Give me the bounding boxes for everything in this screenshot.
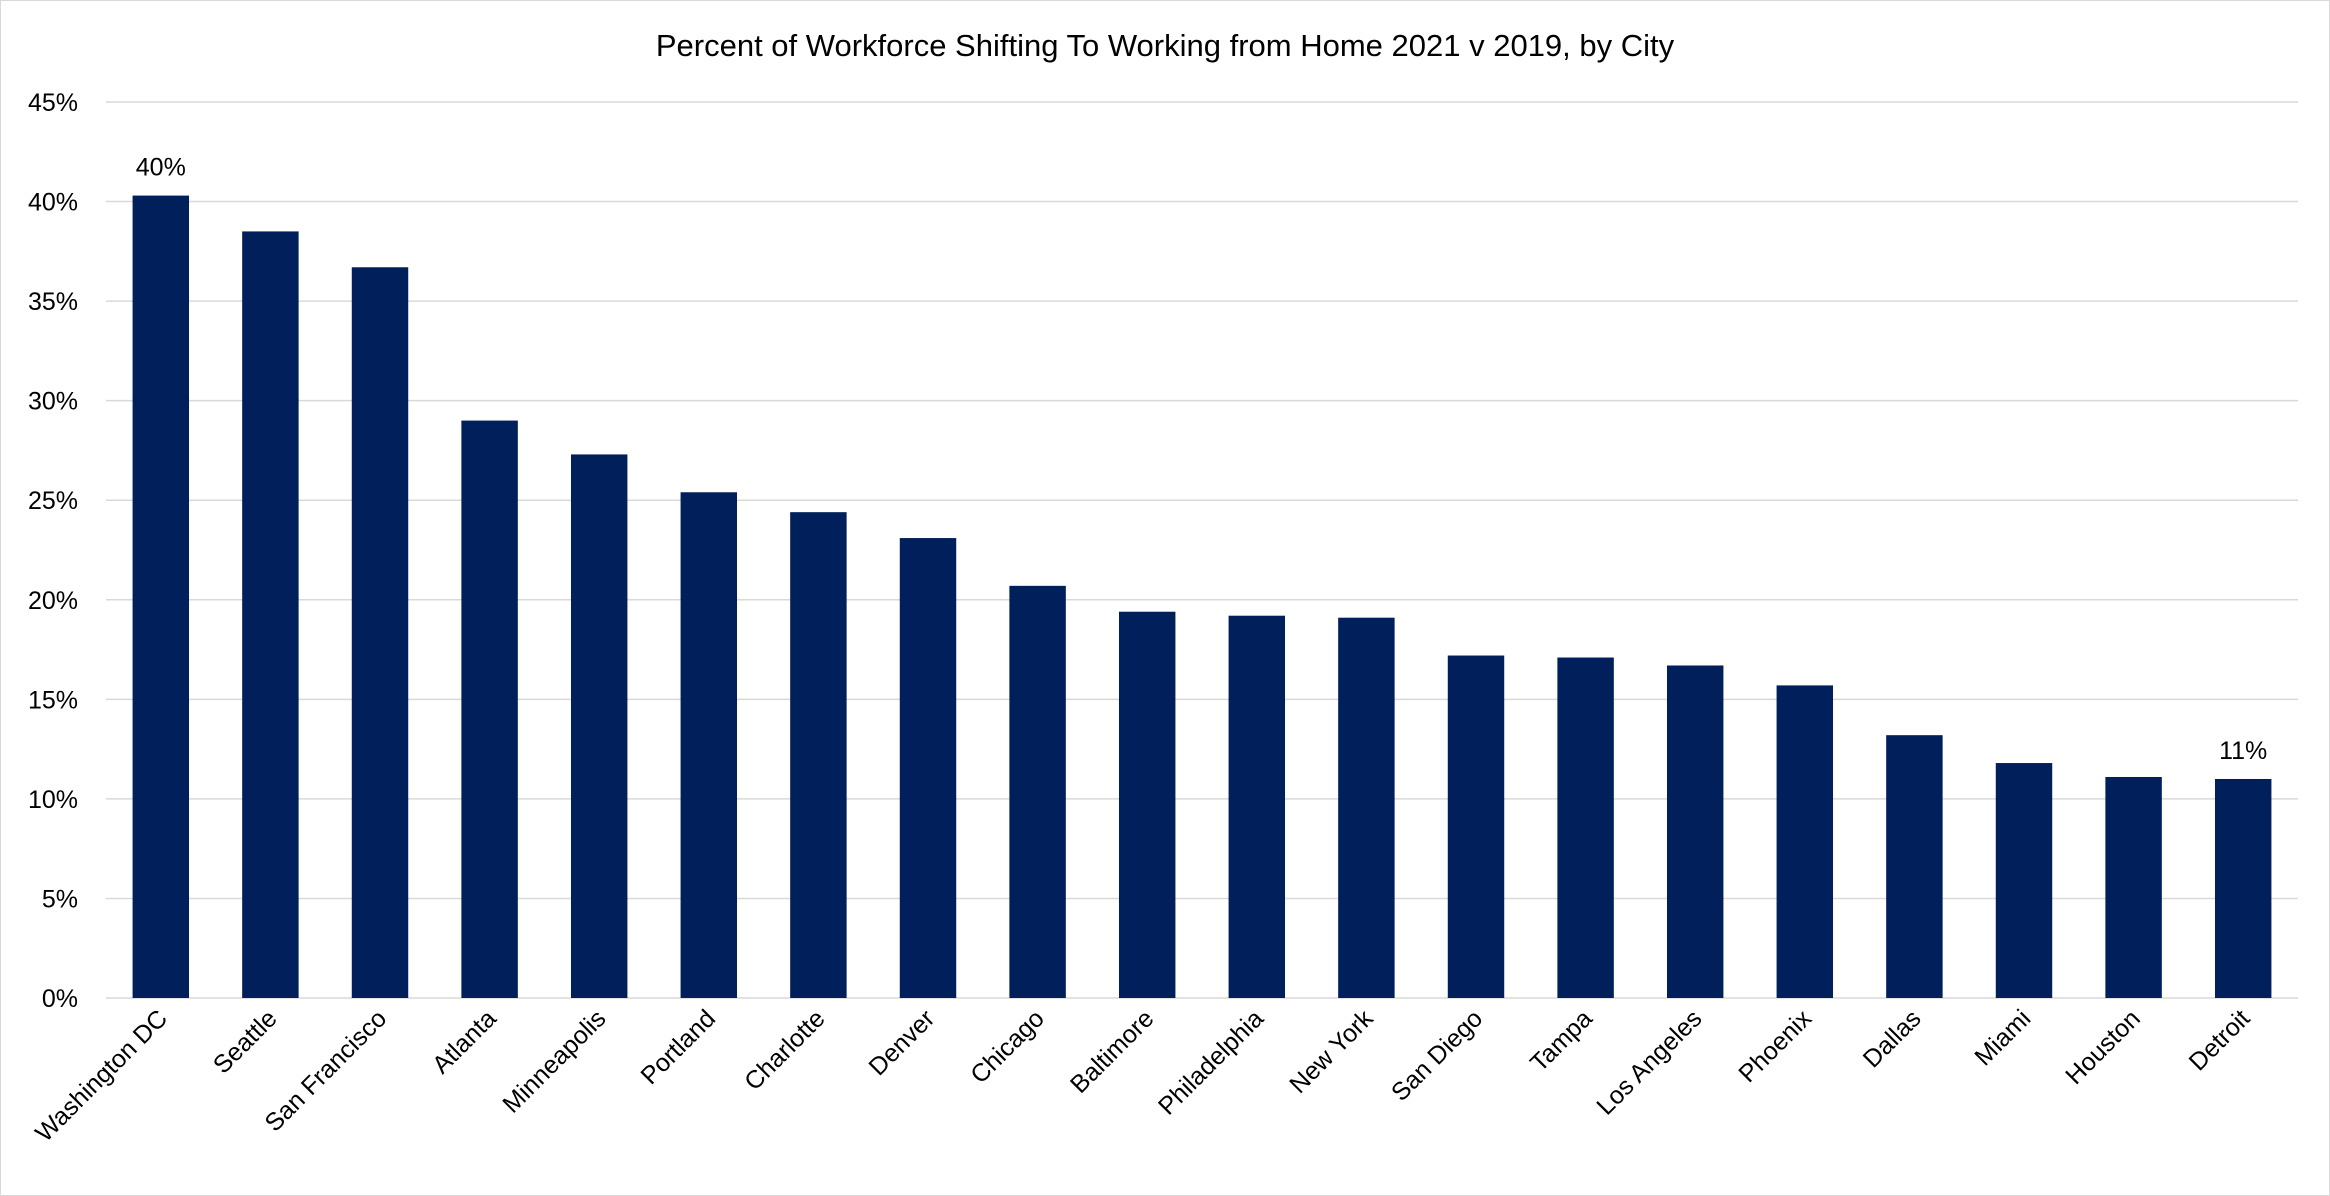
x-tick-label: Minneapolis [497,1004,611,1118]
bar [1776,685,1834,998]
y-tick-label: 10% [28,786,78,814]
chart-title: Percent of Workforce Shifting To Working… [656,28,1675,63]
x-tick-label: Tampa [1525,1004,1598,1077]
bar [680,492,738,998]
y-tick-label: 35% [28,288,78,316]
y-axis-tick-labels: 0% 5% 10% 15% 20% 25% 30% 35% 40% 45% [28,89,78,1013]
gridlines [106,101,2298,999]
x-tick-label: Miami [1969,1004,2036,1071]
bar [790,512,847,998]
bar [351,267,409,998]
bar [1886,735,1943,998]
x-tick-label: Seattle [208,1004,283,1079]
x-tick-label: San Diego [1386,1004,1488,1106]
bar [1009,585,1066,998]
bar [1338,617,1395,998]
x-tick-label: Charlotte [739,1004,831,1096]
bar [570,454,628,999]
data-label: 40% [136,154,186,182]
x-tick-label: Dallas [1858,1004,1927,1073]
x-tick-label: New York [1284,1004,1379,1099]
y-tick-label: 20% [28,587,78,615]
x-tick-label: Chicago [965,1004,1050,1089]
bar [2105,776,2162,998]
bar [1447,655,1505,998]
x-tick-label: Phoenix [1733,1004,1817,1088]
x-tick-label: Baltimore [1065,1004,1159,1098]
x-tick-label: Los Angeles [1591,1004,1707,1120]
y-tick-label: 5% [42,885,78,913]
bar [1557,657,1614,998]
bars [132,195,2272,999]
bar [1118,611,1176,998]
y-tick-label: 25% [28,487,78,515]
x-tick-label: Portland [635,1004,721,1090]
bar [132,195,190,999]
y-tick-label: 40% [28,189,78,217]
bar [2214,778,2272,998]
y-tick-label: 0% [42,985,78,1013]
x-tick-label: Washington DC [30,1004,173,1147]
x-tick-label: Houston [2060,1004,2146,1090]
y-tick-label: 45% [28,89,78,117]
bar [1228,615,1286,998]
y-tick-label: 15% [28,686,78,714]
x-tick-label: Atlanta [427,1004,502,1079]
x-tick-label: Denver [863,1004,940,1081]
bar [1666,665,1724,998]
bar [899,538,957,998]
data-labels: 40% 11% [136,154,2268,765]
bar [242,231,299,998]
data-label: 11% [2219,737,2267,765]
y-tick-label: 30% [28,388,78,416]
x-tick-label: Detroit [2184,1004,2256,1076]
bar [461,420,518,999]
x-tick-label: Philadelphia [1153,1004,1269,1120]
bar [1995,763,2053,998]
